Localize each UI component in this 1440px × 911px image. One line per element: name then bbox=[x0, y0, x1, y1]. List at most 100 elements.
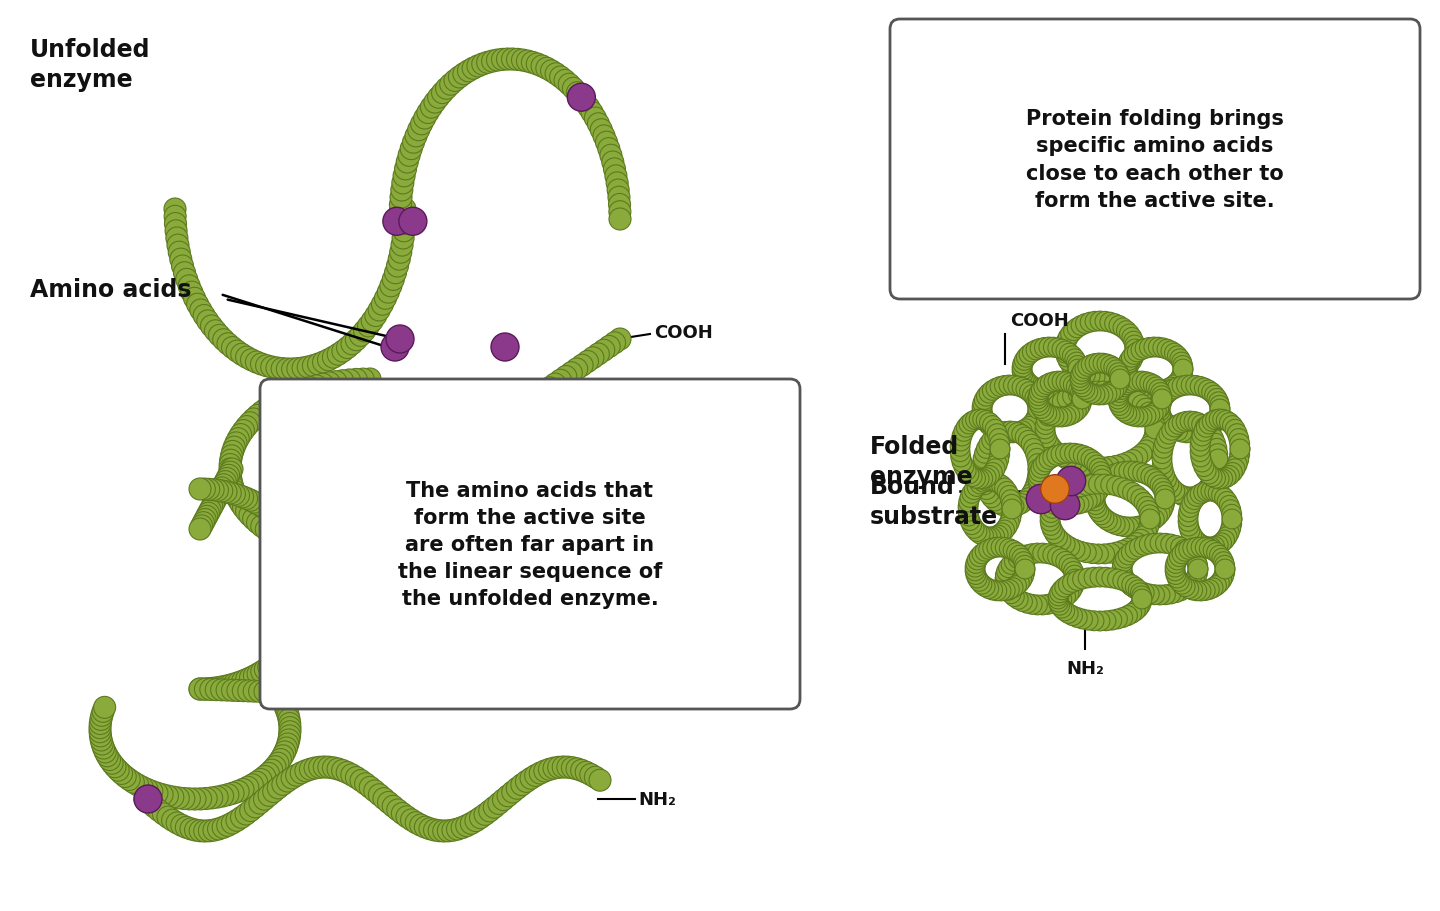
Circle shape bbox=[1123, 389, 1143, 409]
Circle shape bbox=[953, 457, 973, 477]
Circle shape bbox=[1044, 382, 1063, 402]
Circle shape bbox=[212, 785, 233, 807]
Circle shape bbox=[94, 697, 115, 719]
Circle shape bbox=[1125, 579, 1145, 599]
Circle shape bbox=[962, 484, 982, 504]
Circle shape bbox=[539, 759, 560, 781]
Circle shape bbox=[1172, 363, 1192, 383]
Circle shape bbox=[289, 537, 311, 560]
Circle shape bbox=[1152, 445, 1172, 464]
Circle shape bbox=[1040, 507, 1060, 527]
Circle shape bbox=[520, 767, 541, 790]
Circle shape bbox=[220, 445, 242, 467]
Circle shape bbox=[975, 542, 995, 561]
Circle shape bbox=[265, 651, 287, 673]
Circle shape bbox=[359, 776, 382, 798]
Circle shape bbox=[423, 819, 445, 841]
Circle shape bbox=[392, 173, 413, 195]
Circle shape bbox=[1191, 535, 1210, 554]
Circle shape bbox=[295, 760, 317, 782]
Circle shape bbox=[1200, 580, 1220, 599]
Circle shape bbox=[269, 749, 291, 771]
Circle shape bbox=[268, 508, 289, 530]
Circle shape bbox=[265, 506, 287, 527]
Circle shape bbox=[1116, 358, 1136, 378]
Circle shape bbox=[1051, 599, 1071, 619]
Circle shape bbox=[242, 408, 265, 431]
Circle shape bbox=[248, 494, 269, 516]
Circle shape bbox=[501, 49, 524, 71]
Circle shape bbox=[1184, 487, 1204, 507]
Circle shape bbox=[264, 756, 287, 778]
Circle shape bbox=[242, 774, 264, 796]
Circle shape bbox=[566, 83, 589, 105]
Circle shape bbox=[216, 468, 238, 490]
Circle shape bbox=[965, 480, 984, 500]
Circle shape bbox=[354, 773, 377, 795]
Circle shape bbox=[1132, 589, 1152, 609]
Circle shape bbox=[1001, 555, 1021, 575]
Circle shape bbox=[976, 413, 996, 432]
Circle shape bbox=[255, 659, 276, 681]
Circle shape bbox=[1117, 573, 1138, 593]
Circle shape bbox=[1017, 380, 1035, 400]
Circle shape bbox=[1217, 411, 1236, 431]
Circle shape bbox=[1149, 399, 1169, 419]
Circle shape bbox=[995, 573, 1015, 593]
Circle shape bbox=[1215, 559, 1236, 579]
Circle shape bbox=[127, 774, 148, 796]
Circle shape bbox=[959, 507, 979, 527]
Circle shape bbox=[173, 788, 194, 810]
Circle shape bbox=[1090, 568, 1110, 588]
Circle shape bbox=[1194, 422, 1214, 442]
Circle shape bbox=[1027, 392, 1047, 412]
Circle shape bbox=[297, 356, 320, 379]
Circle shape bbox=[265, 681, 287, 703]
Circle shape bbox=[1064, 496, 1084, 515]
Circle shape bbox=[1155, 585, 1175, 605]
Circle shape bbox=[89, 709, 112, 731]
Circle shape bbox=[588, 343, 609, 365]
Circle shape bbox=[544, 374, 566, 395]
Circle shape bbox=[547, 756, 570, 779]
Circle shape bbox=[1212, 570, 1231, 590]
Circle shape bbox=[1064, 578, 1083, 597]
Circle shape bbox=[148, 800, 170, 822]
Circle shape bbox=[1043, 520, 1063, 540]
Circle shape bbox=[1125, 540, 1145, 559]
Circle shape bbox=[1051, 495, 1071, 515]
Circle shape bbox=[238, 681, 259, 702]
Circle shape bbox=[318, 545, 340, 567]
Circle shape bbox=[1110, 370, 1130, 390]
Circle shape bbox=[1089, 480, 1109, 500]
Circle shape bbox=[220, 467, 242, 489]
Circle shape bbox=[543, 757, 564, 779]
Circle shape bbox=[1223, 463, 1243, 483]
Circle shape bbox=[305, 375, 327, 397]
Circle shape bbox=[988, 474, 1008, 494]
Circle shape bbox=[284, 527, 305, 549]
Circle shape bbox=[1176, 376, 1197, 395]
Circle shape bbox=[278, 729, 300, 752]
Circle shape bbox=[397, 145, 420, 167]
Circle shape bbox=[89, 725, 111, 747]
Circle shape bbox=[1063, 404, 1083, 424]
Circle shape bbox=[318, 373, 340, 394]
Circle shape bbox=[988, 494, 1008, 514]
Circle shape bbox=[1117, 606, 1138, 626]
Circle shape bbox=[1179, 579, 1198, 599]
Circle shape bbox=[973, 527, 994, 546]
Circle shape bbox=[991, 581, 1011, 601]
Circle shape bbox=[1207, 410, 1227, 430]
Circle shape bbox=[999, 486, 1020, 506]
Circle shape bbox=[228, 485, 249, 507]
Circle shape bbox=[346, 369, 367, 391]
Circle shape bbox=[965, 558, 985, 578]
Circle shape bbox=[1179, 540, 1198, 559]
Circle shape bbox=[1028, 404, 1047, 424]
Circle shape bbox=[1022, 377, 1043, 396]
Circle shape bbox=[1139, 381, 1159, 401]
Circle shape bbox=[1164, 380, 1184, 399]
Circle shape bbox=[969, 572, 989, 591]
Circle shape bbox=[239, 489, 262, 512]
